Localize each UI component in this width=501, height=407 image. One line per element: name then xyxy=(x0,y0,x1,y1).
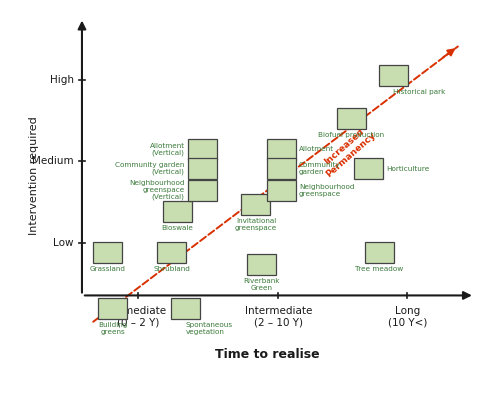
FancyBboxPatch shape xyxy=(267,158,296,179)
Text: Tree meadow: Tree meadow xyxy=(355,266,403,272)
Text: Neighbourhood
greenspace: Neighbourhood greenspace xyxy=(299,184,355,197)
Text: Low: Low xyxy=(53,238,74,248)
Text: Grassland: Grassland xyxy=(89,266,125,272)
Text: Medium: Medium xyxy=(32,156,74,166)
Text: Riverbank
Green: Riverbank Green xyxy=(243,278,280,291)
Text: Intervention required: Intervention required xyxy=(29,116,39,235)
Text: Shrubland: Shrubland xyxy=(153,266,190,272)
Text: Biofuel production: Biofuel production xyxy=(318,132,384,138)
Text: Community
garden: Community garden xyxy=(299,162,341,175)
FancyBboxPatch shape xyxy=(241,194,271,215)
FancyBboxPatch shape xyxy=(247,254,276,275)
Text: Historical park: Historical park xyxy=(393,89,446,94)
Text: Time to realise: Time to realise xyxy=(215,348,320,361)
FancyBboxPatch shape xyxy=(379,65,408,86)
Text: Invitational
greenspace: Invitational greenspace xyxy=(235,218,277,231)
Text: Immediate
(0 – 2 Y): Immediate (0 – 2 Y) xyxy=(110,306,166,328)
FancyBboxPatch shape xyxy=(337,108,366,129)
Text: High: High xyxy=(50,75,74,85)
Text: Horticulture: Horticulture xyxy=(386,166,429,171)
FancyBboxPatch shape xyxy=(267,139,296,160)
FancyBboxPatch shape xyxy=(188,158,217,179)
FancyBboxPatch shape xyxy=(188,179,217,201)
FancyBboxPatch shape xyxy=(267,179,296,201)
Text: Bioswale: Bioswale xyxy=(161,225,193,231)
FancyBboxPatch shape xyxy=(93,242,122,263)
FancyBboxPatch shape xyxy=(157,242,186,263)
Text: Allotment
(Vertical): Allotment (Vertical) xyxy=(149,142,185,156)
Text: Intermediate
(2 – 10 Y): Intermediate (2 – 10 Y) xyxy=(244,306,312,328)
FancyBboxPatch shape xyxy=(365,242,394,263)
Text: Long
(10 Y<): Long (10 Y<) xyxy=(388,306,427,328)
FancyBboxPatch shape xyxy=(163,201,192,222)
Text: Community garden
(Vertical): Community garden (Vertical) xyxy=(115,162,185,175)
FancyBboxPatch shape xyxy=(171,298,200,319)
FancyBboxPatch shape xyxy=(98,298,127,319)
Text: Allotment: Allotment xyxy=(299,147,334,152)
Text: Increased
Permanency: Increased Permanency xyxy=(318,123,378,179)
FancyBboxPatch shape xyxy=(354,158,383,179)
FancyBboxPatch shape xyxy=(188,139,217,160)
Text: Building
greens: Building greens xyxy=(98,322,128,335)
Text: Spontaneous
vegetation: Spontaneous vegetation xyxy=(186,322,233,335)
Text: Neighbourhood
greenspace
(Vertical): Neighbourhood greenspace (Vertical) xyxy=(129,180,185,200)
